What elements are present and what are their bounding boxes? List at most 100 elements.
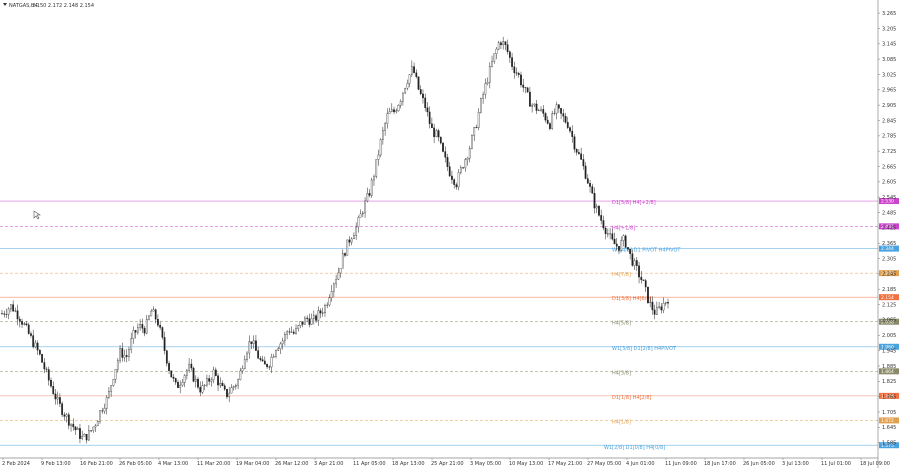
candle-body [410, 66, 413, 75]
candle [114, 369, 117, 384]
candle [170, 370, 173, 378]
candle-body [386, 113, 389, 124]
candle-body [593, 193, 596, 209]
candle-body [368, 193, 371, 196]
candle [384, 121, 386, 136]
price-badge [879, 442, 899, 449]
x-tick-label: 11 Jul 01:00 [821, 461, 851, 467]
candle-body [658, 306, 660, 308]
candle-body [246, 352, 248, 360]
candle [61, 401, 64, 417]
candle-body [475, 127, 478, 129]
candle [526, 86, 529, 93]
y-tick-label: 2.245 [882, 272, 896, 278]
candle [183, 374, 186, 388]
candle-body [183, 375, 186, 383]
price-badge-label: 2.344 [881, 246, 894, 252]
candle [112, 378, 115, 387]
candle-body [613, 238, 616, 245]
candle [615, 238, 618, 251]
symbol-quote: 2.150 2.172 2.148 2.154 [32, 3, 94, 9]
candle-body [571, 130, 574, 137]
candle [667, 298, 669, 309]
candle [45, 366, 48, 373]
candle-body [214, 369, 217, 376]
candle [649, 297, 652, 308]
candle-body [30, 333, 32, 336]
candle-body [116, 360, 119, 370]
candle [306, 315, 309, 323]
candle [105, 395, 108, 415]
candle-body [364, 200, 366, 214]
candle-body [263, 360, 266, 365]
candle-body [277, 348, 280, 351]
candle [206, 374, 208, 388]
candle-body [348, 239, 351, 243]
candle-body [335, 279, 337, 285]
symbol-header[interactable]: NATGAS,H4 2.150 2.172 2.148 2.154 [3, 3, 94, 9]
candle [92, 426, 95, 433]
candle [457, 169, 460, 191]
candle [7, 307, 10, 320]
candle [473, 126, 476, 141]
candle [157, 314, 159, 328]
candle-body [435, 130, 438, 138]
candle [393, 106, 395, 115]
candle [368, 189, 371, 198]
candle-body [5, 314, 8, 315]
candle-body [553, 112, 556, 114]
candle [168, 360, 170, 375]
candle [110, 385, 113, 397]
x-tick-label: 27 May 05:00 [587, 461, 621, 467]
x-tick-label: 4 Mar 13:00 [158, 461, 188, 467]
candle [533, 103, 536, 108]
candle [402, 92, 404, 106]
candle [214, 367, 217, 377]
y-tick-label: 2.665 [882, 164, 896, 170]
candle-body [290, 331, 293, 333]
candle [580, 147, 583, 161]
triangle-down-icon[interactable] [3, 3, 7, 6]
candle-body [361, 212, 364, 215]
candle-body [70, 423, 72, 426]
candle-body [317, 310, 320, 321]
time-axis[interactable]: 2 Feb 2024 9 Feb 13:00 16 Feb 21:00 26 Feb … [0, 457, 890, 467]
candle [475, 124, 478, 129]
price-badge-label: 1.960 [881, 344, 894, 350]
candle-body [395, 110, 398, 113]
candle [261, 355, 264, 362]
candle-body [50, 380, 52, 387]
candle [620, 236, 623, 252]
price-badge [879, 368, 899, 375]
candle [553, 108, 556, 116]
candle-body [301, 321, 304, 325]
candle [484, 78, 487, 99]
candle-body [326, 304, 329, 306]
candle-body [611, 233, 614, 240]
candle-body [604, 227, 607, 235]
y-tick-label: 1.945 [882, 348, 896, 354]
candle [3, 310, 6, 318]
y-tick-label: 2.305 [882, 256, 896, 262]
candle [152, 306, 155, 312]
candle-body [10, 304, 12, 310]
candle [531, 103, 534, 113]
candle-body [344, 253, 346, 256]
candle [159, 321, 162, 331]
candle-body [194, 378, 197, 382]
candle-body [586, 178, 589, 184]
candle [428, 106, 431, 129]
candle-body [606, 233, 609, 235]
candle-body [221, 383, 224, 386]
candle-body [520, 74, 522, 86]
candle [226, 388, 228, 400]
candle-body [464, 159, 467, 169]
candle [557, 104, 560, 113]
candle-body [321, 312, 324, 314]
price-axis[interactable]: 3.265 3.205 3.145 3.085 3.025 2.965 2.905 2.845… [877, 0, 896, 468]
candle-body [12, 304, 15, 312]
candle-body [482, 94, 484, 99]
candle-body [41, 354, 43, 363]
candle [326, 302, 329, 309]
